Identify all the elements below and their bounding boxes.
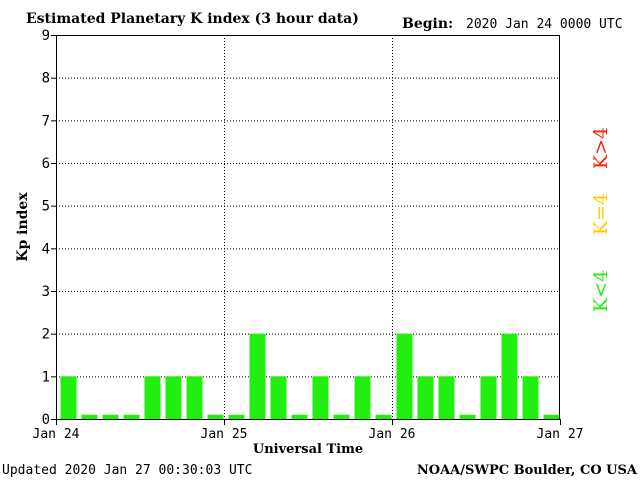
x-tick-labels: Jan 24 Jan 25 Jan 26 Jan 27 xyxy=(33,419,584,442)
axes xyxy=(56,35,560,420)
begin-label: Begin: xyxy=(402,16,453,32)
kp-bar xyxy=(60,376,77,419)
kp-bar xyxy=(270,376,287,419)
kp-bar xyxy=(165,376,182,419)
kp-bar xyxy=(501,333,518,419)
kp-bar xyxy=(291,414,308,419)
x-tick-label: Jan 26 xyxy=(369,427,416,442)
kp-bar xyxy=(249,333,266,419)
kp-bar xyxy=(459,414,476,419)
y-tick-label: 0 xyxy=(42,412,50,428)
y-tick-label: 1 xyxy=(42,369,50,385)
plot-frame xyxy=(56,35,560,420)
x-axis-label: Universal Time xyxy=(253,442,363,457)
x-tick-label: Jan 24 xyxy=(33,427,80,442)
y-tick-label: 9 xyxy=(42,28,50,44)
legend-entry: K<4 xyxy=(590,270,612,312)
bars xyxy=(60,333,560,419)
updated-timestamp: Updated 2020 Jan 27 00:30:03 UTC xyxy=(2,463,252,478)
y-tick-label: 4 xyxy=(42,241,50,257)
kp-bar xyxy=(543,414,560,419)
x-tick-label: Jan 25 xyxy=(201,427,248,442)
kp-bar xyxy=(312,376,329,419)
legend: K>4 K=4 K<4 xyxy=(590,127,612,312)
y-tick-label: 5 xyxy=(42,199,50,215)
chart-title: Estimated Planetary K index (3 hour data… xyxy=(26,11,359,27)
kp-bar xyxy=(375,414,392,419)
kp-bar xyxy=(144,376,161,419)
kp-bar xyxy=(480,376,497,419)
legend-entry: K=4 xyxy=(590,193,612,235)
kp-bar xyxy=(186,376,203,419)
y-tick-label: 2 xyxy=(42,327,50,343)
kp-bar xyxy=(228,414,245,419)
source-credit: NOAA/SWPC Boulder, CO USA xyxy=(417,463,638,478)
kp-bar xyxy=(81,414,98,419)
y-tick-labels: 0 1 2 3 4 5 6 7 8 9 xyxy=(42,28,56,428)
kp-bar xyxy=(438,376,455,419)
kp-bar xyxy=(123,414,140,419)
y-tick-label: 8 xyxy=(42,71,50,87)
begin-value: 2020 Jan 24 0000 UTC xyxy=(466,17,623,32)
kp-bar xyxy=(354,376,371,419)
kp-bar xyxy=(417,376,434,419)
kp-bar xyxy=(396,333,413,419)
y-tick-label: 3 xyxy=(42,284,50,300)
y-tick-label: 7 xyxy=(42,113,50,129)
kp-bar xyxy=(207,414,224,419)
y-axis-label: Kp index xyxy=(15,192,31,262)
x-tick-label: Jan 27 xyxy=(537,427,584,442)
y-tick-label: 6 xyxy=(42,156,50,172)
legend-entry: K>4 xyxy=(590,127,612,169)
kp-bar xyxy=(102,414,119,419)
kp-bar xyxy=(333,414,350,419)
kp-bar xyxy=(522,376,539,419)
grid xyxy=(56,35,560,419)
